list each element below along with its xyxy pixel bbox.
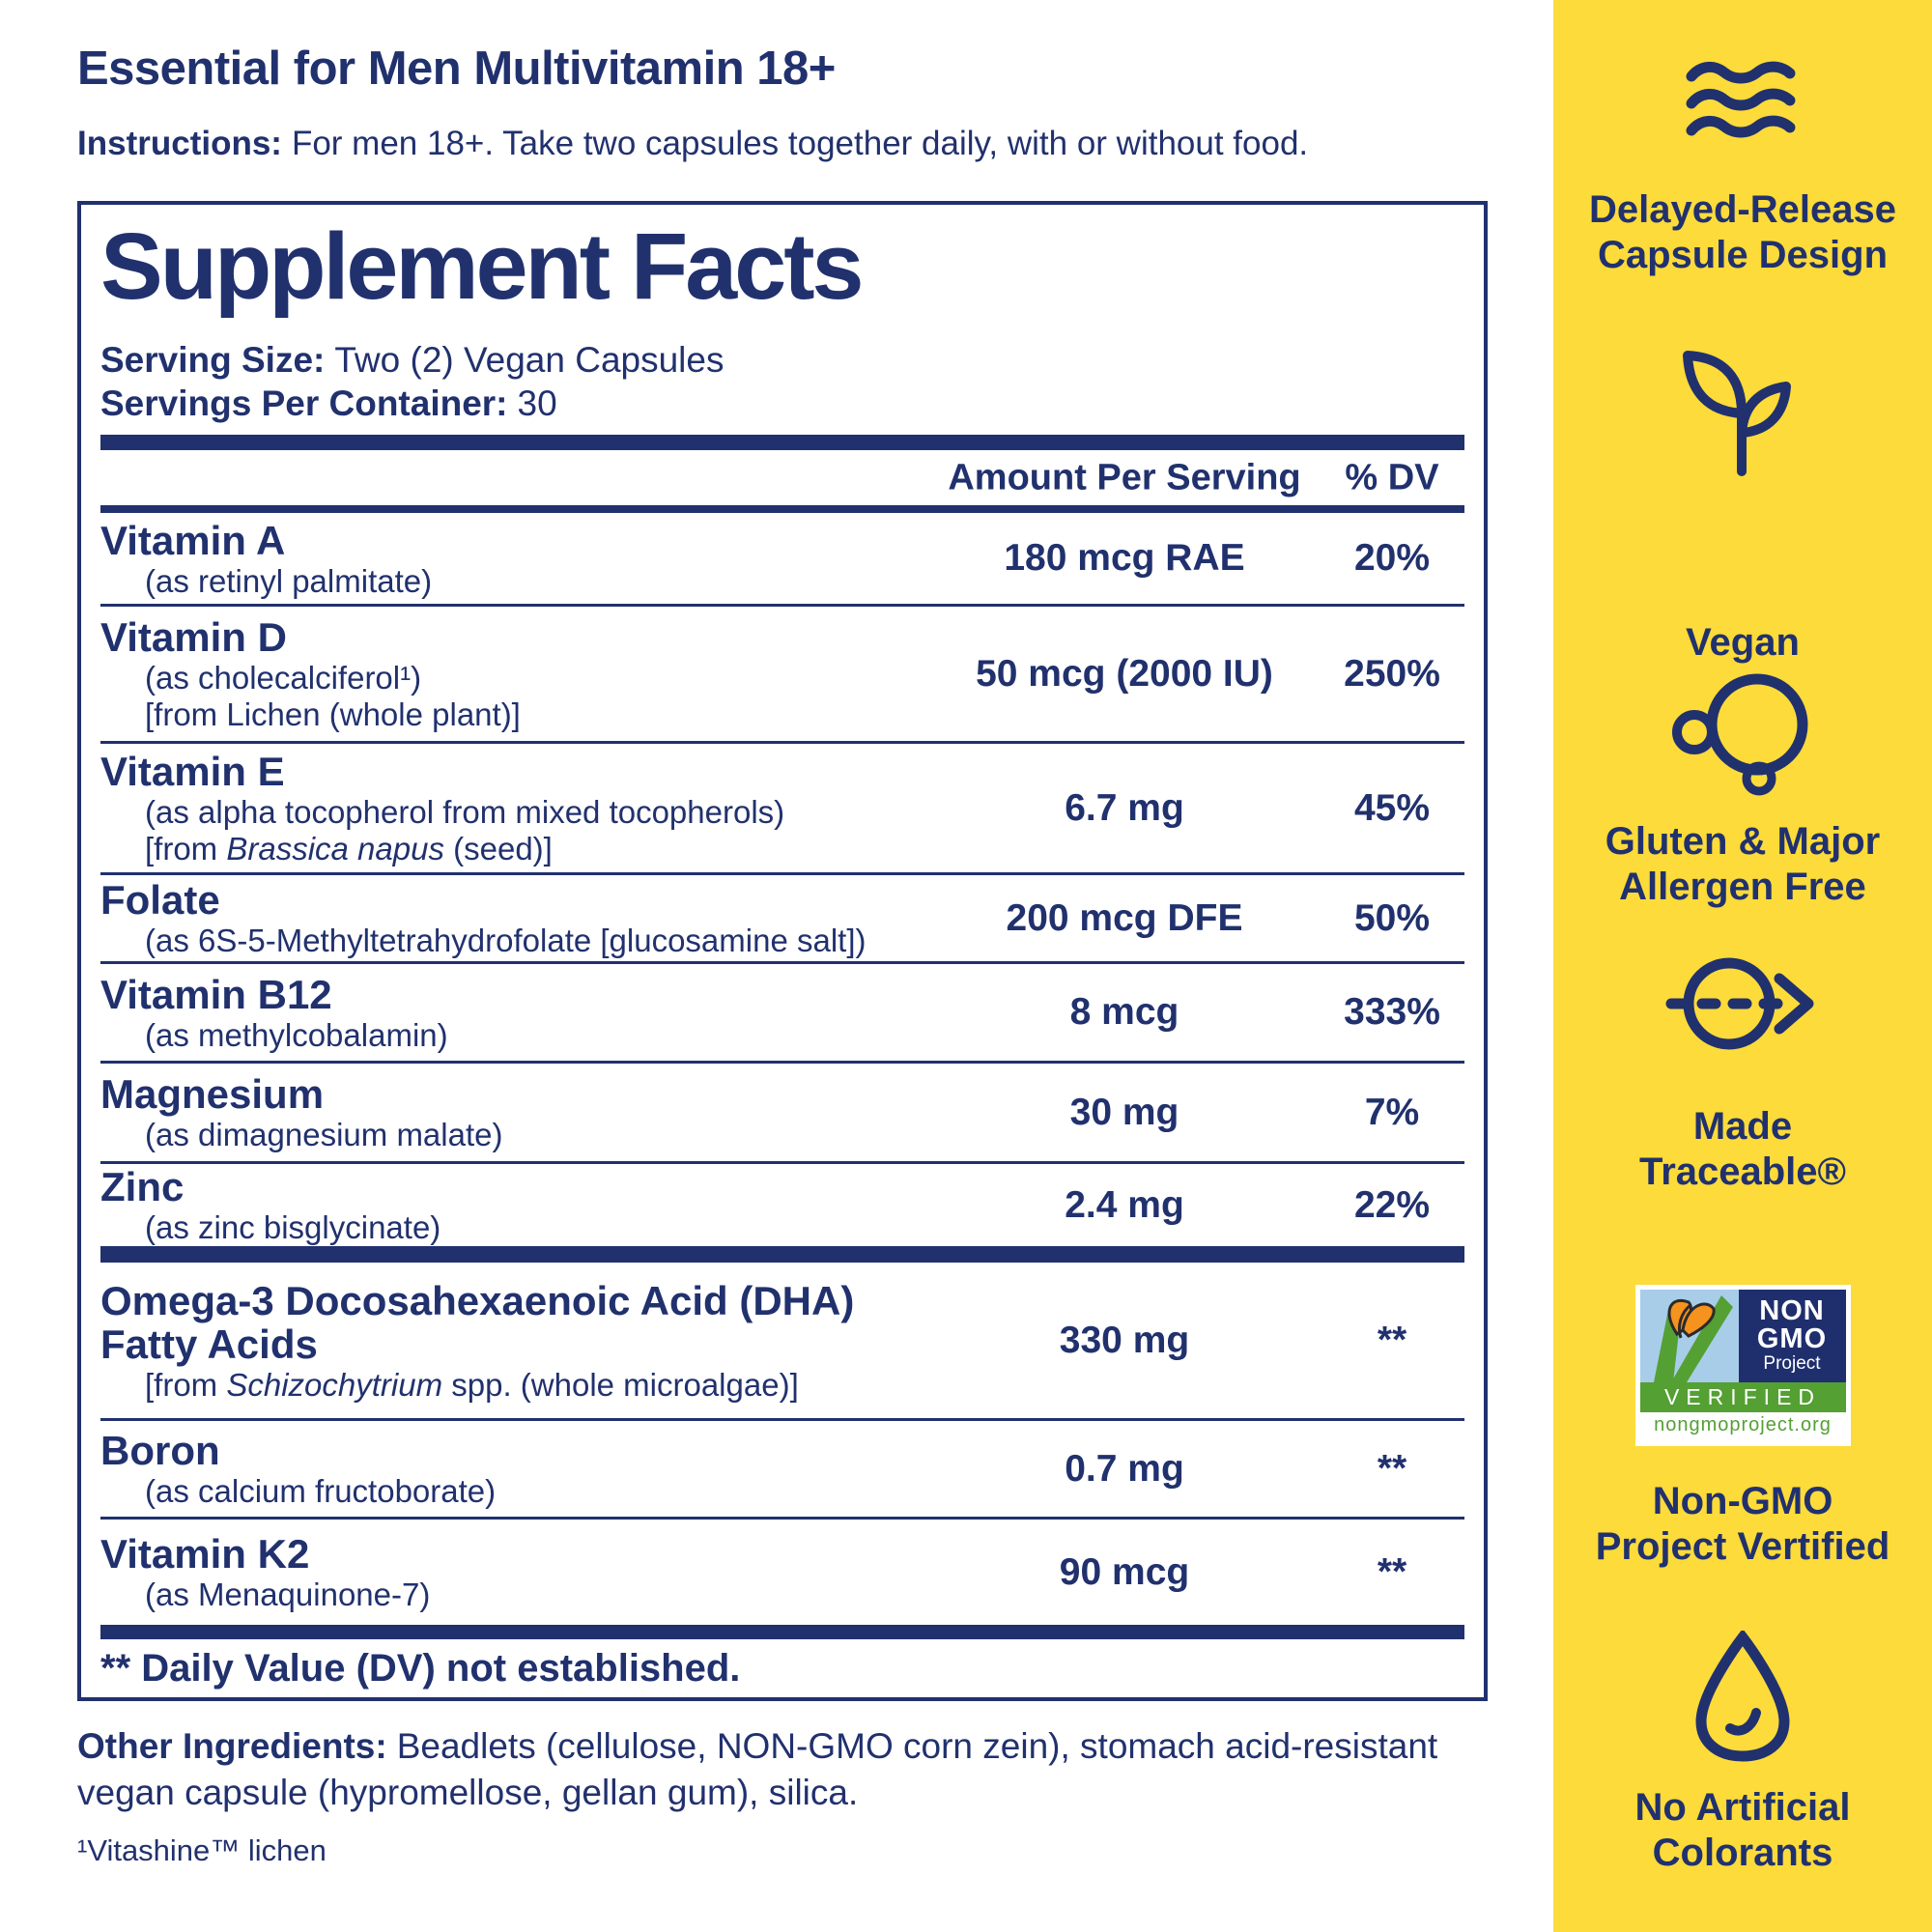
nutrient-dv: 333% xyxy=(1344,991,1440,1033)
nutrient-amount: 90 mcg xyxy=(1059,1550,1190,1593)
nutrient-amount: 6.7 mg xyxy=(1065,786,1184,829)
other-ingredients: Other Ingredients: Beadlets (cellulose, N… xyxy=(77,1723,1505,1816)
seal-url: nongmoproject.org xyxy=(1639,1412,1846,1437)
traceable-arrow-icon xyxy=(1665,950,1820,1058)
waves-icon xyxy=(1685,60,1801,145)
allergen-free-icon xyxy=(1670,668,1815,796)
divider-under-header xyxy=(100,505,1464,513)
dv-note: ** Daily Value (DV) not established. xyxy=(100,1646,741,1690)
panel-title: Supplement Facts xyxy=(100,213,864,319)
feature-label: Delayed-Release Capsule Design xyxy=(1589,188,1896,276)
feature-vegan: Vegan xyxy=(1553,344,1932,666)
nutrient-row: Zinc (as zinc bisglycinate) 2.4 mg 22% xyxy=(100,1161,1464,1246)
nutrient-amount: 30 mg xyxy=(1069,1091,1179,1133)
nutrient-dv: 250% xyxy=(1344,652,1440,695)
non-gmo-seal-butterfly-icon xyxy=(1639,1290,1739,1382)
feature-label: Non-GMO Project Vertified xyxy=(1595,1480,1890,1568)
serving-size: Serving Size: Two (2) Vegan Capsules xyxy=(100,340,724,380)
non-gmo-seal-wordmark: NON GMO Project xyxy=(1738,1290,1846,1382)
divider-thick-bottom xyxy=(100,1625,1464,1639)
section-divider xyxy=(100,1246,1464,1263)
sprout-icon xyxy=(1680,344,1805,479)
feature-no-artificial-colorants: No Artificial Colorants xyxy=(1553,1631,1932,1876)
nutrient-name: Zinc (as zinc bisglycinate) xyxy=(100,1164,441,1245)
seal-text-non: NON xyxy=(1759,1295,1825,1326)
nutrient-amount: 8 mcg xyxy=(1069,991,1179,1033)
feature-label: Vegan xyxy=(1686,621,1800,664)
nutrient-row: Vitamin E (as alpha tocopherol from mixed… xyxy=(100,741,1464,872)
other-ingredients-text: Beadlets (cellulose, NON-GMO corn zein),… xyxy=(77,1726,1438,1812)
nutrient-name: Omega-3 Docosahexaenoic Acid (DHA) Fatty … xyxy=(100,1277,855,1403)
feature-label: Gluten & Major Allergen Free xyxy=(1605,820,1881,908)
nutrient-dv: ** xyxy=(1377,1319,1407,1361)
nutrient-row: Magnesium (as dimagnesium malate) 30 mg 7% xyxy=(100,1061,1464,1161)
nutrient-dv: 7% xyxy=(1364,1091,1420,1133)
nutrient-amount: 50 mcg (2000 IU) xyxy=(976,652,1273,695)
feature-delayed-release: Delayed-Release Capsule Design xyxy=(1553,60,1932,278)
nutrient-name: Folate (as 6S-5-Methyltetrahydrofolate [g… xyxy=(100,877,867,958)
servings-per-container: Servings Per Container: 30 xyxy=(100,384,557,423)
nutrient-row: Folate (as 6S-5-Methyltetrahydrofolate [g… xyxy=(100,872,1464,961)
serving-info: Serving Size: Two (2) Vegan Capsules Serv… xyxy=(100,338,1464,425)
nutrient-amount: 0.7 mg xyxy=(1065,1447,1184,1490)
droplet-icon xyxy=(1685,1631,1801,1762)
nutrient-name: Vitamin A (as retinyl palmitate) xyxy=(100,517,433,599)
nutrient-name: Magnesium (as dimagnesium malate) xyxy=(100,1071,503,1152)
nutrient-row: Boron (as calcium fructoborate) 0.7 mg ** xyxy=(100,1418,1464,1517)
nutrient-name: Vitamin D (as cholecalciferol¹) [from Lich… xyxy=(100,614,521,732)
supplement-facts-panel: Supplement Facts Serving Size: Two (2) Ve… xyxy=(77,201,1488,1701)
nutrient-row: Vitamin B12 (as methylcobalamin) 8 mcg 333% xyxy=(100,961,1464,1061)
column-amount-per-serving: Amount Per Serving xyxy=(948,457,1301,497)
nutrient-dv: ** xyxy=(1377,1447,1407,1490)
nutrient-amount: 330 mg xyxy=(1059,1319,1190,1361)
feature-label: Made Traceable® xyxy=(1638,1105,1847,1193)
nutrient-row: Vitamin A (as retinyl palmitate) 180 mcg R… xyxy=(100,513,1464,604)
nutrient-name: Vitamin B12 (as methylcobalamin) xyxy=(100,971,448,1053)
nutrient-name: Vitamin E (as alpha tocopherol from mixed… xyxy=(100,749,785,867)
table-header: Amount Per Serving % DV xyxy=(100,450,1464,505)
page-title: Essential for Men Multivitamin 18+ xyxy=(77,43,836,95)
nutrient-row: Vitamin K2 (as Menaquinone-7) 90 mcg ** xyxy=(100,1517,1464,1625)
seal-text-project: Project xyxy=(1763,1353,1821,1374)
nutrient-table: Vitamin A (as retinyl palmitate) 180 mcg R… xyxy=(100,513,1464,1625)
nutrient-amount: 2.4 mg xyxy=(1065,1183,1184,1226)
nutrient-dv: 45% xyxy=(1353,786,1431,829)
instructions-label: Instructions: xyxy=(77,125,282,162)
nutrient-name: Vitamin K2 (as Menaquinone-7) xyxy=(100,1531,431,1612)
vitashine-footnote: ¹Vitashine™ lichen xyxy=(77,1833,327,1867)
nutrient-dv: 50% xyxy=(1353,896,1431,939)
nutrient-row: Vitamin D (as cholecalciferol¹) [from Lich… xyxy=(100,604,1464,741)
seal-verified-band: VERIFIED xyxy=(1639,1382,1846,1412)
nutrient-row: Omega-3 Docosahexaenoic Acid (DHA) Fatty … xyxy=(100,1263,1464,1418)
non-gmo-seal: NON GMO Project VERIFIED nongmoproject.o… xyxy=(1634,1285,1851,1446)
divider-thick-top xyxy=(100,435,1464,450)
seal-text-gmo: GMO xyxy=(1756,1323,1828,1354)
column-percent-dv: % DV xyxy=(1345,457,1439,497)
feature-allergen-free: Gluten & Major Allergen Free xyxy=(1553,668,1932,910)
feature-label: No Artificial Colorants xyxy=(1634,1786,1851,1874)
nutrient-dv: 20% xyxy=(1353,537,1431,579)
instructions-text: For men 18+. Take two capsules together … xyxy=(291,125,1309,162)
nutrient-name: Boron (as calcium fructoborate) xyxy=(100,1428,497,1509)
nutrient-dv: ** xyxy=(1377,1550,1407,1593)
nutrient-amount: 200 mcg DFE xyxy=(1006,896,1243,939)
instructions: Instructions: For men 18+. Take two capsu… xyxy=(77,122,1308,166)
other-ingredients-label: Other Ingredients: xyxy=(77,1726,387,1766)
feature-non-gmo: NON GMO Project VERIFIED nongmoproject.o… xyxy=(1553,1285,1932,1570)
nutrient-dv: 22% xyxy=(1353,1183,1431,1226)
feature-made-traceable: Made Traceable® xyxy=(1553,950,1932,1195)
feature-sidebar: Delayed-Release Capsule Design Vegan xyxy=(1553,0,1932,1932)
nutrient-amount: 180 mcg RAE xyxy=(1004,537,1245,579)
